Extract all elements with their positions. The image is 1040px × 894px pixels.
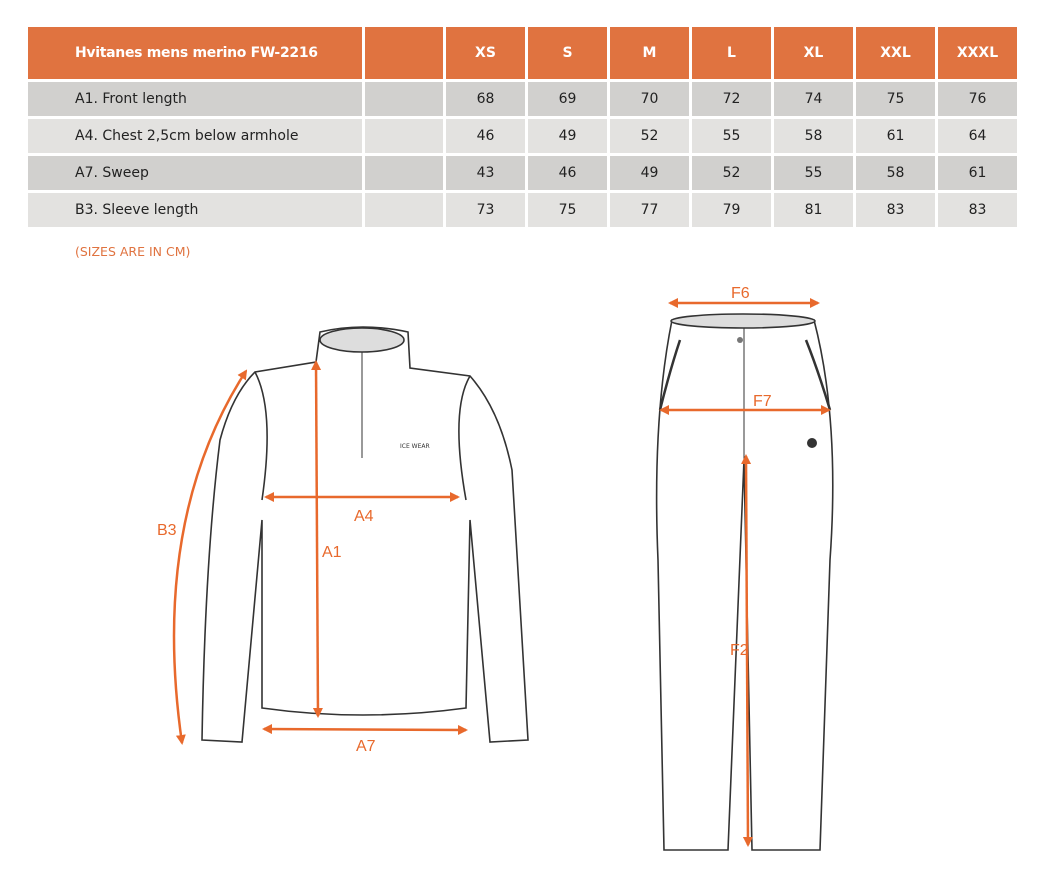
f6-label: F6 [731,285,750,302]
header-row: Hvitanes mens merino FW-2216 XS S M L XL… [28,27,1017,79]
f2-arrow [741,454,753,847]
table-row: B3. Sleeve length 73 75 77 79 81 83 83 [28,193,1017,227]
brand-logo: ICE WEAR [400,443,430,450]
b3-label: B3 [157,522,177,539]
size-header: M [610,27,689,79]
logo-icon [807,438,817,448]
size-header: XL [774,27,853,79]
top-garment-outline [201,326,529,743]
size-header: L [692,27,771,79]
f2-label: F2 [730,642,749,659]
b3-arrow [172,369,248,745]
size-header: XXXL [938,27,1017,79]
pants-measurement-arrows [659,298,831,847]
table-row: A1. Front length 68 69 70 72 74 75 76 [28,82,1017,116]
f7-label: F7 [753,393,772,410]
units-note: (SIZES ARE IN CM) [75,244,191,259]
a4-label: A4 [354,508,374,525]
size-chart-table: Hvitanes mens merino FW-2216 XS S M L XL… [25,24,1020,230]
a1-label: A1 [322,544,342,561]
size-header: XXL [856,27,935,79]
a1-arrow [311,360,323,718]
table-row: A7. Sweep 43 46 49 52 55 58 61 [28,156,1017,190]
size-header: S [528,27,607,79]
size-header: XS [446,27,525,79]
a7-arrow [262,724,468,735]
pants-outline [655,313,834,851]
top-measurement-arrows [172,360,468,745]
a7-label: A7 [356,738,376,755]
product-title: Hvitanes mens merino FW-2216 [28,27,362,79]
table-row: A4. Chest 2,5cm below armhole 46 49 52 55 58… [28,119,1017,153]
